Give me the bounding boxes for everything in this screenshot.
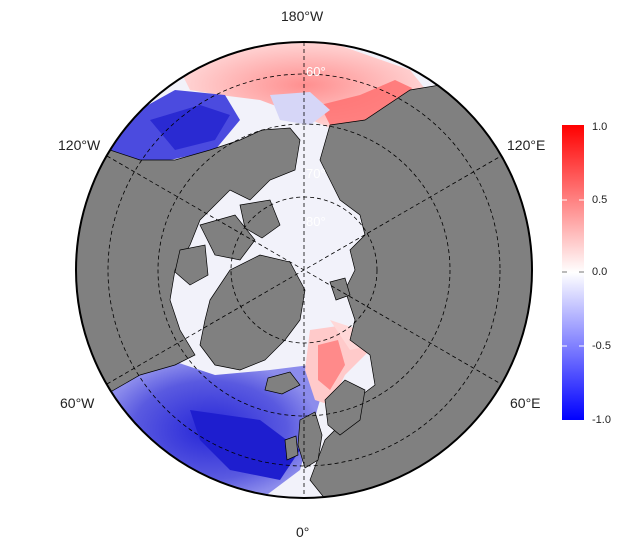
lat-label-60: 60° [306, 64, 326, 79]
greenland-land [199, 254, 306, 371]
parallel-70 [157, 123, 451, 417]
graticule [106, 42, 502, 498]
colorbar-tick-label: 0.5 [592, 194, 608, 206]
north-america-land [76, 127, 301, 411]
lat-label-70: 70° [306, 166, 326, 181]
meridian-120w-60e [106, 155, 502, 385]
lon-label-lower-right: 60°E [510, 395, 541, 411]
lon-label-bottom: 0° [296, 524, 310, 540]
map-border [75, 41, 533, 499]
lon-label-top: 180°W [281, 8, 324, 24]
colorbar-tick-label: 0.0 [592, 266, 608, 278]
colorbar-tick-label: 1.0 [592, 121, 608, 133]
colorbar-tick-label: -1.0 [592, 414, 611, 426]
lon-label-upper-right: 120°E [507, 137, 546, 153]
lon-label-upper-left: 120°W [58, 137, 101, 153]
parallel-60 [107, 73, 501, 467]
lat-label-80: 80° [306, 214, 326, 229]
colorbar-tick-label: -0.5 [592, 340, 611, 352]
colorbar [562, 125, 584, 420]
lon-label-lower-left: 60°W [60, 395, 95, 411]
colorbar-gradient [562, 125, 584, 420]
